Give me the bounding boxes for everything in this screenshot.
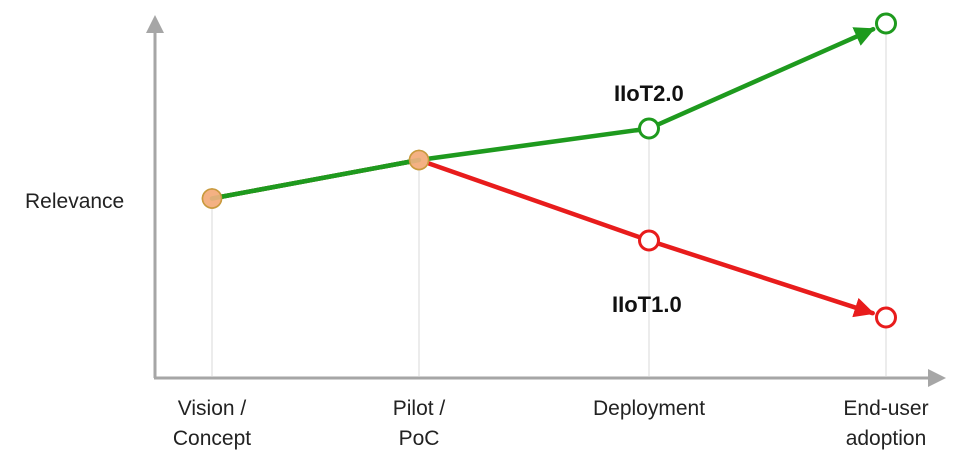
series-labels: IIoT1.0 IIoT2.0 xyxy=(612,81,684,317)
category-guides xyxy=(211,23,887,376)
x-tick-labels: Vision / Concept Pilot / PoC Deployment End-u… xyxy=(173,397,929,450)
x-tick-label: Vision / Concept xyxy=(173,397,251,450)
x-axis xyxy=(154,369,946,387)
y-axis xyxy=(146,15,164,378)
series-label-iiot20: IIoT2.0 xyxy=(614,81,684,106)
iiot10-segment-1 xyxy=(416,157,652,243)
series-iiot10 xyxy=(201,149,897,329)
series-layer xyxy=(201,12,897,329)
x-tick-label: Deployment xyxy=(593,397,705,420)
iiot10-point-2 xyxy=(638,229,660,252)
iiot10-point-3 xyxy=(875,306,897,329)
y-axis-label: Relevance xyxy=(25,190,124,213)
shared-point-1 xyxy=(408,149,430,171)
x-axis-arrowhead xyxy=(928,369,946,387)
iiot20-segment-2 xyxy=(646,26,876,131)
x-tick-label: End-user adoption xyxy=(843,397,928,450)
iiot20-shared-segment xyxy=(209,157,422,201)
iiot20-point-2 xyxy=(638,117,660,140)
y-axis-arrowhead xyxy=(146,15,164,33)
iiot20-point-3 xyxy=(875,12,897,35)
iiot20-segment-1 xyxy=(416,126,652,163)
x-tick-label: Pilot / PoC xyxy=(393,397,446,450)
iiot10-segment-2 xyxy=(646,238,875,318)
shared-point-0 xyxy=(201,188,223,209)
series-label-iiot10: IIoT1.0 xyxy=(612,292,682,317)
